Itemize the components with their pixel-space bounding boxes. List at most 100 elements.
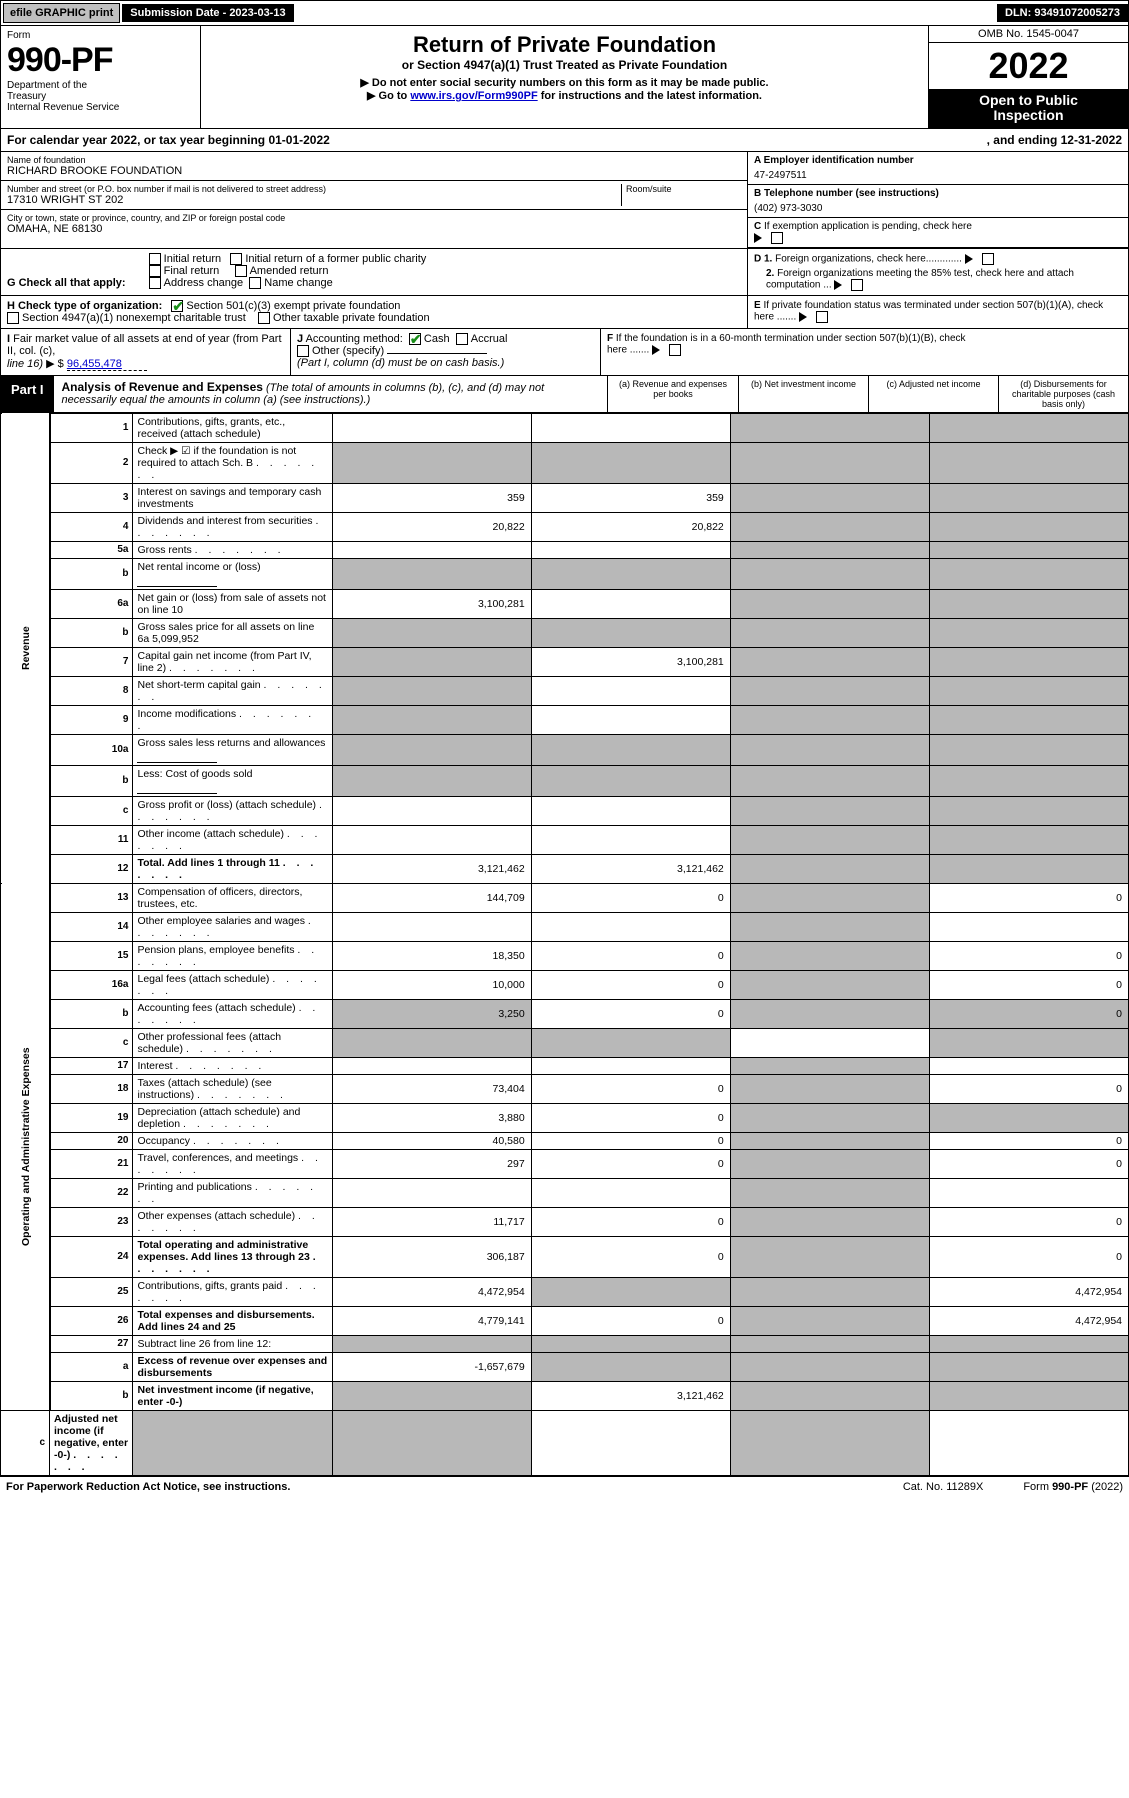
table-row: bAccounting fees (attach schedule) . . .…	[1, 999, 1129, 1028]
j-label: J	[297, 333, 303, 345]
col-b-header: (b) Net investment income	[738, 376, 868, 412]
f-checkbox[interactable]	[669, 344, 681, 356]
form-subtitle: or Section 4947(a)(1) Trust Treated as P…	[207, 58, 922, 72]
4947-checkbox[interactable]	[7, 312, 19, 324]
col-c-header: (c) Adjusted net income	[868, 376, 998, 412]
cell	[730, 999, 929, 1028]
row-number: 14	[50, 912, 133, 941]
e-checkbox[interactable]	[816, 311, 828, 323]
top-bar: efile GRAPHIC print Submission Date - 20…	[0, 0, 1129, 26]
other-method-checkbox[interactable]	[297, 345, 309, 357]
cell	[531, 912, 730, 941]
instr-1: ▶ Do not enter social security numbers o…	[207, 76, 922, 89]
cell	[531, 1178, 730, 1207]
amended-checkbox[interactable]	[235, 265, 247, 277]
cell	[929, 442, 1128, 483]
d2-label: 2. Foreign organizations meeting the 85%…	[754, 268, 1122, 291]
cell	[730, 512, 929, 541]
cell	[730, 883, 929, 912]
cell: 0	[531, 999, 730, 1028]
cell: 0	[929, 1236, 1128, 1277]
row-desc: Capital gain net income (from Part IV, l…	[133, 647, 332, 676]
city-label: City or town, state or province, country…	[7, 213, 741, 223]
d1-checkbox[interactable]	[982, 253, 994, 265]
initial-former-checkbox[interactable]	[230, 253, 242, 265]
cell	[332, 912, 531, 941]
row-number: 11	[50, 825, 133, 854]
addr-change-label: Address change	[164, 277, 244, 289]
cell	[730, 1277, 929, 1306]
table-row: bGross sales price for all assets on lin…	[1, 618, 1129, 647]
cell	[929, 1057, 1128, 1074]
ein-label: A Employer identification number	[754, 155, 1122, 166]
table-row: 8Net short-term capital gain . . . . . .…	[1, 676, 1129, 705]
cell	[730, 1236, 929, 1277]
cell	[730, 941, 929, 970]
calendar-year-row: For calendar year 2022, or tax year begi…	[0, 129, 1129, 152]
row-number: 19	[50, 1103, 133, 1132]
ein: 47-2497511	[754, 166, 1122, 181]
row-desc: Contributions, gifts, grants paid . . . …	[133, 1277, 332, 1306]
cell	[332, 1178, 531, 1207]
cell	[332, 765, 531, 796]
row-desc: Contributions, gifts, grants, etc., rece…	[133, 413, 332, 442]
cell: 306,187	[332, 1236, 531, 1277]
cash-checkbox[interactable]	[409, 333, 421, 345]
cell: 3,100,281	[531, 647, 730, 676]
d2-checkbox[interactable]	[851, 279, 863, 291]
cell	[730, 1178, 929, 1207]
table-row: bNet investment income (if negative, ent…	[1, 1381, 1129, 1410]
name-change-checkbox[interactable]	[249, 277, 261, 289]
cell: 3,121,462	[332, 854, 531, 883]
i-j-f-row: I Fair market value of all assets at end…	[0, 329, 1129, 376]
g-label: G Check all that apply:	[7, 277, 126, 289]
row-desc: Printing and publications . . . . . . .	[133, 1178, 332, 1207]
cell	[332, 618, 531, 647]
cell	[929, 512, 1128, 541]
501c3-checkbox[interactable]	[171, 300, 183, 312]
cell	[730, 1132, 929, 1149]
cell	[531, 1057, 730, 1074]
cell: 144,709	[332, 883, 531, 912]
cell	[332, 1410, 531, 1475]
row-desc: Other professional fees (attach schedule…	[133, 1028, 332, 1057]
row-number: 26	[50, 1306, 133, 1335]
cell	[730, 1103, 929, 1132]
row-number: 7	[50, 647, 133, 676]
cell	[332, 796, 531, 825]
cell	[730, 854, 929, 883]
cell	[730, 1335, 929, 1352]
efile-print-button[interactable]: efile GRAPHIC print	[3, 3, 120, 23]
final-return-checkbox[interactable]	[149, 265, 161, 277]
cell	[929, 558, 1128, 589]
other-taxable-checkbox[interactable]	[258, 312, 270, 324]
row-number: 6a	[50, 589, 133, 618]
fmv-value[interactable]: 96,455,478	[67, 358, 147, 371]
row-number: b	[50, 765, 133, 796]
d1-label: D 1. Foreign organizations, check here..…	[754, 253, 1122, 265]
table-row: 4Dividends and interest from securities …	[1, 512, 1129, 541]
initial-return-label: Initial return	[164, 253, 221, 265]
cell	[730, 558, 929, 589]
row-number: 9	[50, 705, 133, 734]
cell	[730, 413, 929, 442]
cell: 0	[531, 970, 730, 999]
c-checkbox[interactable]	[771, 232, 783, 244]
row-number: 18	[50, 1074, 133, 1103]
form-ref: Form 990-PF (2022)	[1023, 1481, 1123, 1493]
cell	[929, 734, 1128, 765]
cell	[531, 618, 730, 647]
cell	[929, 912, 1128, 941]
cell: 0	[531, 1103, 730, 1132]
city-state-zip: OMAHA, NE 68130	[7, 223, 741, 235]
cell	[929, 1381, 1128, 1410]
initial-former-label: Initial return of a former public charit…	[245, 253, 426, 265]
addr-change-checkbox[interactable]	[149, 277, 161, 289]
row-desc: Travel, conferences, and meetings . . . …	[133, 1149, 332, 1178]
irs-link[interactable]: www.irs.gov/Form990PF	[410, 90, 537, 102]
table-row: 16aLegal fees (attach schedule) . . . . …	[1, 970, 1129, 999]
cell: -1,657,679	[332, 1352, 531, 1381]
initial-return-checkbox[interactable]	[149, 253, 161, 265]
revenue-side-label: Revenue	[1, 413, 50, 883]
accrual-checkbox[interactable]	[456, 333, 468, 345]
